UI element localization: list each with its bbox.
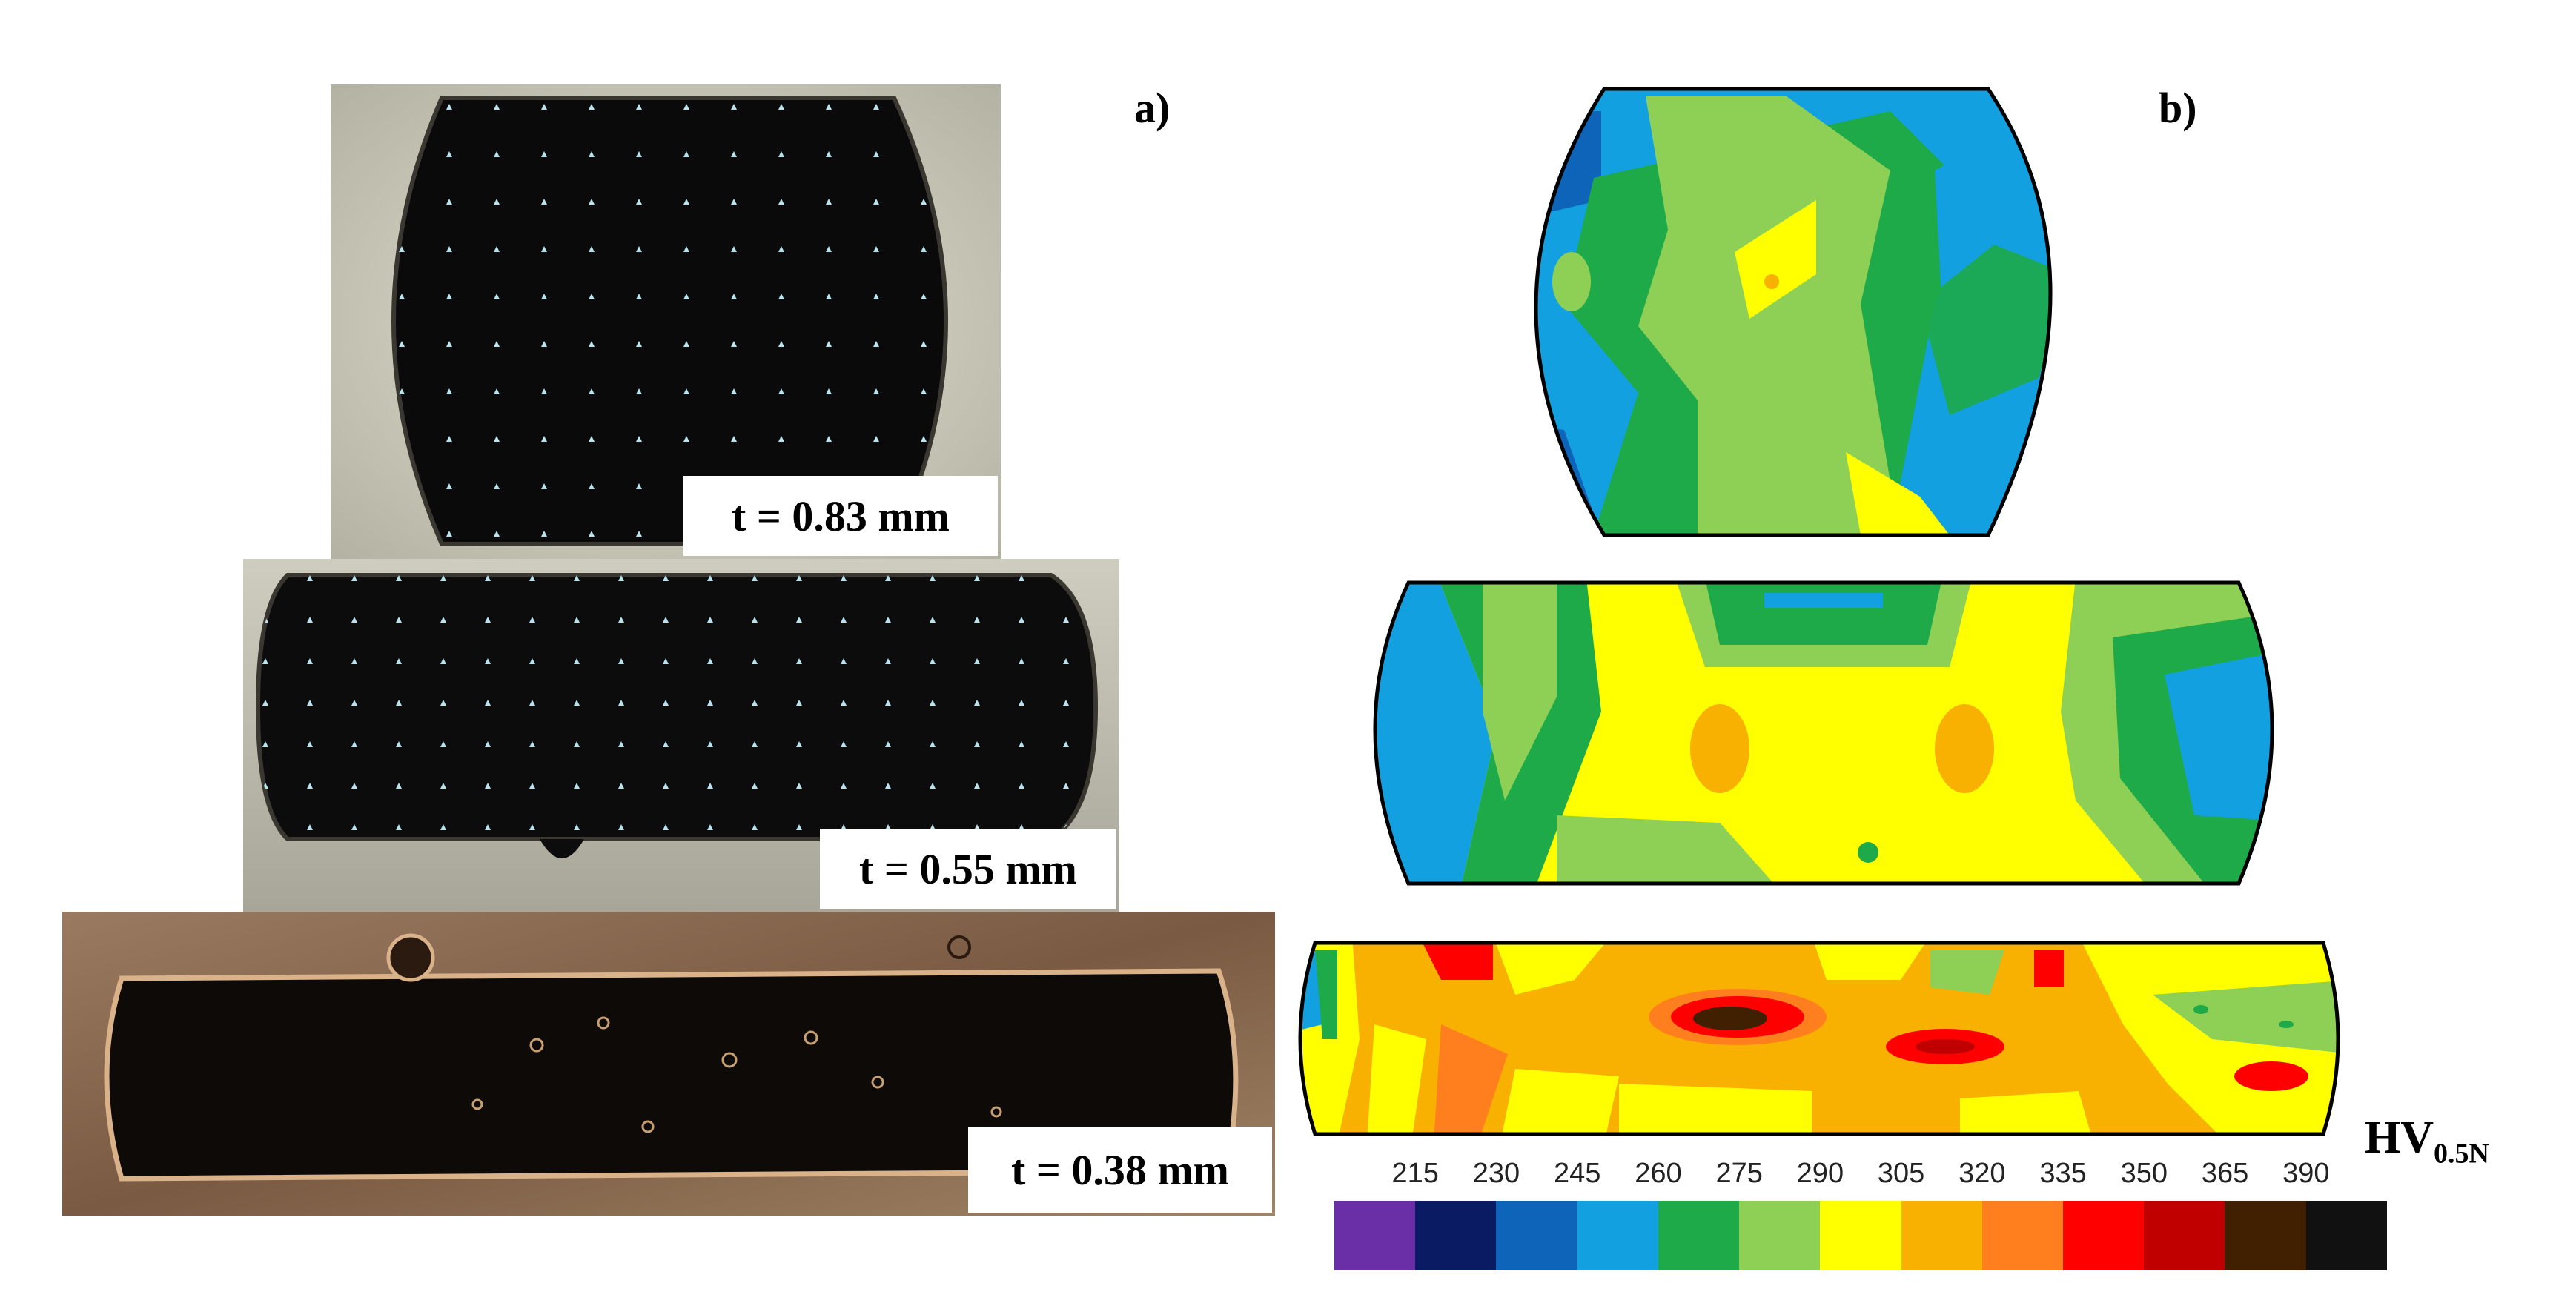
colorbar-swatch: [2305, 1201, 2387, 1270]
panel-b: b): [1275, 0, 2576, 1309]
colorbar-title: HV0.5N: [2365, 1112, 2489, 1170]
colorbar-tick-label: 275: [1715, 1158, 1763, 1189]
micrograph-sample-083: t = 0.83 mm: [331, 84, 1001, 559]
colorbar: 215 230 245 260 275 290 305 320 335 350 365 390: [1305, 1156, 2387, 1275]
colorbar-swatch: [1496, 1201, 1577, 1270]
colorbar-swatch: [1334, 1201, 1416, 1270]
colorbar-swatch: [1415, 1201, 1497, 1270]
colorbar-tick-label: 365: [2201, 1158, 2249, 1189]
colorbar-swatch: [1658, 1201, 1740, 1270]
micrograph-sample-038: t = 0.38 mm: [62, 912, 1275, 1216]
colorbar-tick-label: 230: [1472, 1158, 1520, 1189]
thickness-label: t = 0.83 mm: [683, 476, 998, 556]
hardness-map-038: [1298, 941, 2340, 1136]
colorbar-tick-label: 335: [2039, 1158, 2087, 1189]
colorbar-swatch: [1981, 1201, 2063, 1270]
colorbar-swatch: [2225, 1201, 2306, 1270]
colorbar-swatches: [1334, 1201, 2387, 1270]
micrograph-sample-055: t = 0.55 mm: [243, 559, 1119, 912]
colorbar-tick-label: 260: [1635, 1158, 1682, 1189]
hardness-map-083: [1534, 87, 2053, 537]
colorbar-swatch: [1577, 1201, 1658, 1270]
colorbar-ticks: 215 230 245 260 275 290 305 320 335 350 365 390: [1305, 1156, 2372, 1193]
colorbar-tick-label: 350: [2120, 1158, 2168, 1189]
panel-b-letter: b): [2159, 84, 2197, 132]
thickness-label: t = 0.38 mm: [968, 1127, 1272, 1213]
colorbar-tick-label: 305: [1877, 1158, 1925, 1189]
colorbar-tick-label: 390: [2282, 1158, 2330, 1189]
hardness-map-055: [1373, 580, 2274, 886]
colorbar-title-main: HV: [2365, 1113, 2434, 1163]
panel-a-letter: a): [1134, 84, 1171, 132]
colorbar-tick-label: 290: [1796, 1158, 1844, 1189]
colorbar-tick-label: 245: [1553, 1158, 1601, 1189]
colorbar-swatch: [1820, 1201, 1901, 1270]
colorbar-swatch: [2144, 1201, 2225, 1270]
colorbar-swatch: [1901, 1201, 1982, 1270]
colorbar-tick-label: 215: [1391, 1158, 1439, 1189]
panel-a: t = 0.83 mm t = 0.55 mm: [0, 0, 1275, 1309]
thickness-label: t = 0.55 mm: [820, 829, 1116, 909]
colorbar-swatch: [2062, 1201, 2145, 1270]
colorbar-swatch: [1739, 1201, 1821, 1270]
colorbar-title-sub: 0.5N: [2434, 1138, 2489, 1170]
colorbar-tick-label: 320: [1959, 1158, 2006, 1189]
